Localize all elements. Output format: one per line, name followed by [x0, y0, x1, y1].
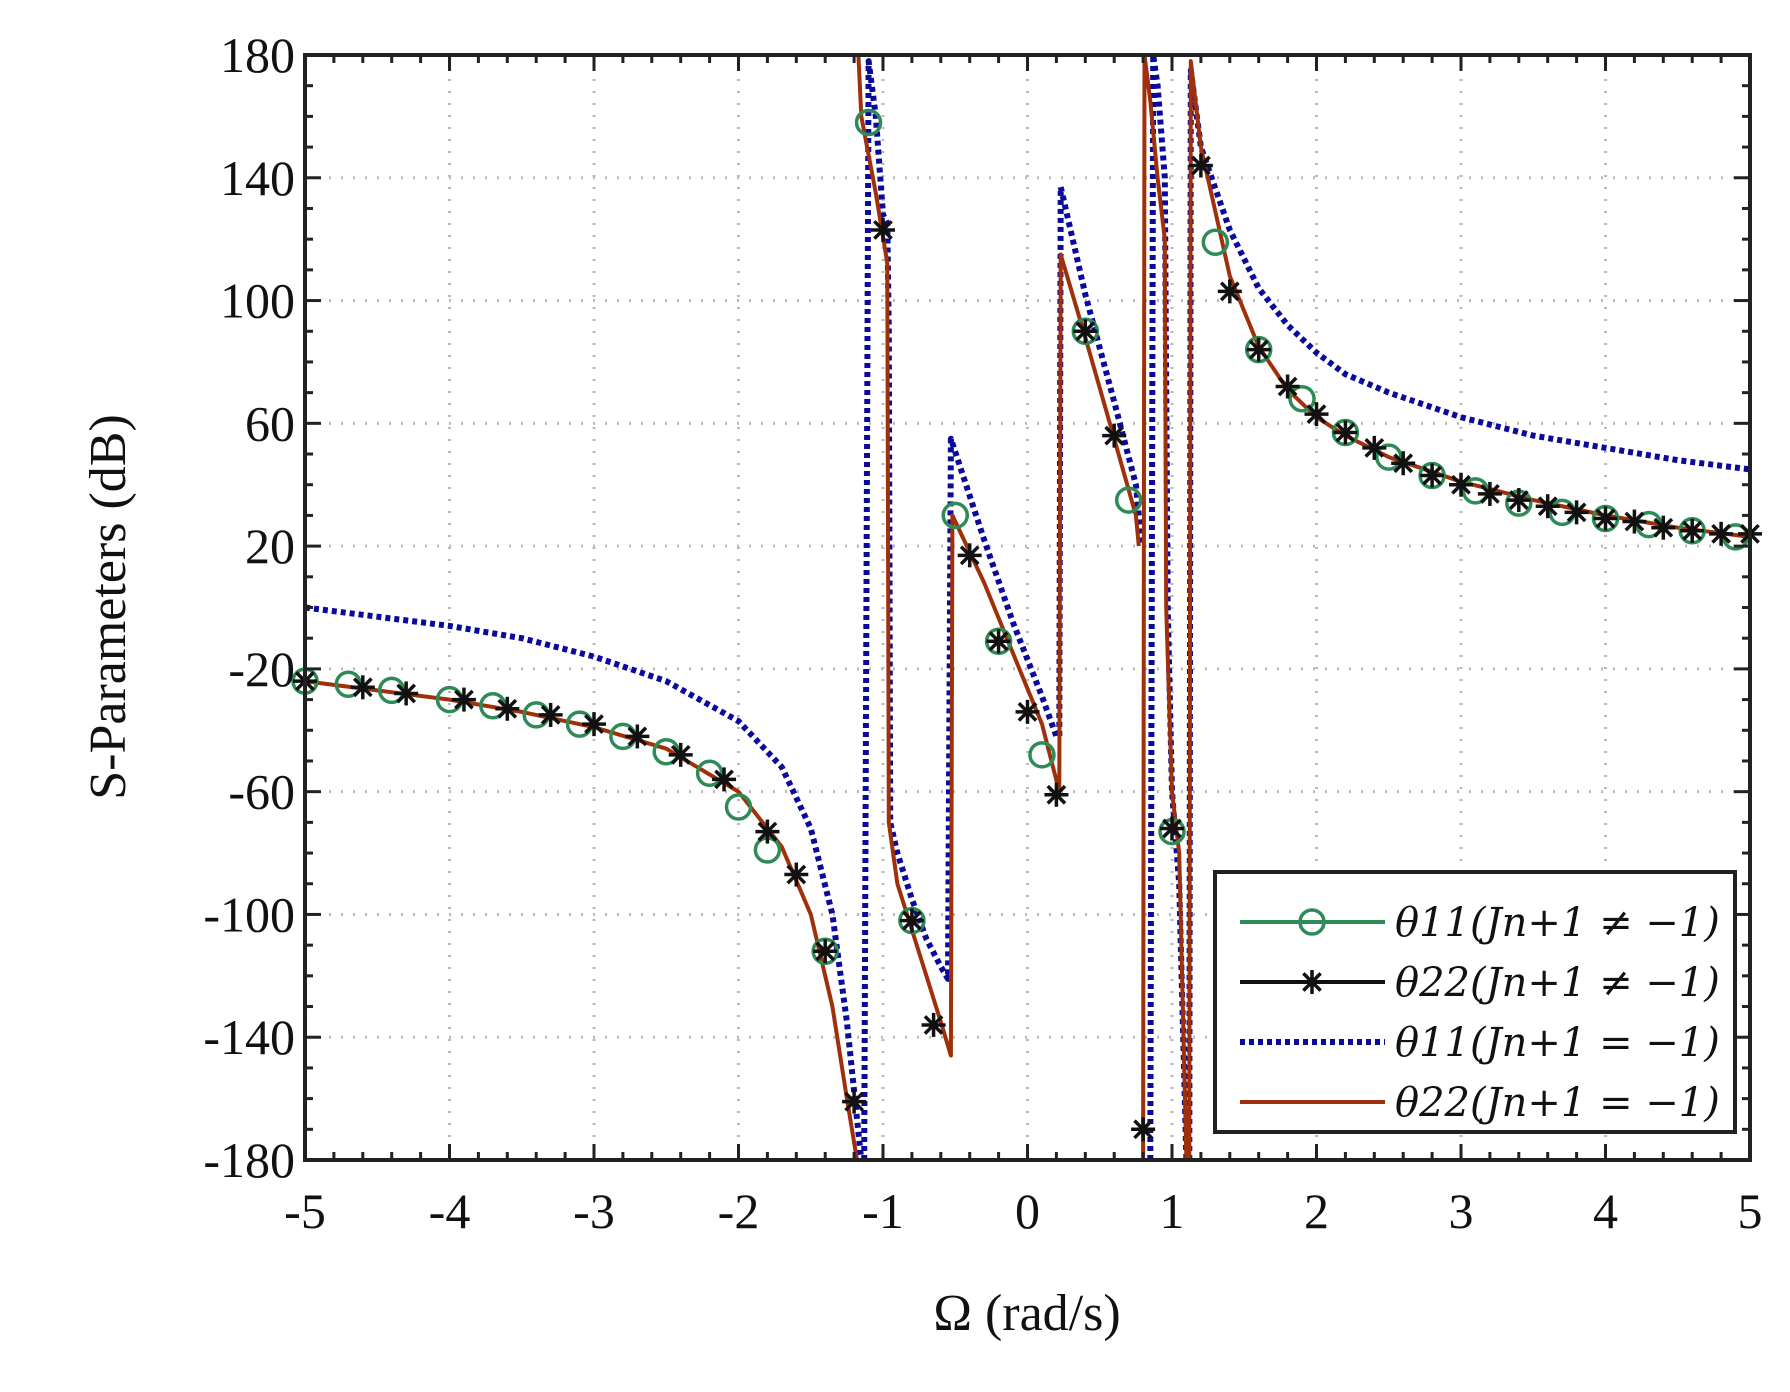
x-tick-label: -5 — [284, 1183, 326, 1239]
data-point-star — [1102, 423, 1127, 448]
data-point-star — [1362, 435, 1387, 460]
series-layer — [291, 55, 1762, 1160]
legend-entry-4: θ22(Jn+1 = −1) — [1240, 1080, 1720, 1126]
y-tick-label: 20 — [245, 518, 295, 574]
data-point-star — [1535, 494, 1560, 519]
y-tick-label: -100 — [203, 886, 295, 942]
x-tick-label: 5 — [1738, 1183, 1763, 1239]
data-point-star — [1449, 472, 1473, 497]
legend-label: θ22(Jn+1 = −1) — [1395, 1080, 1720, 1126]
x-tick-labels: -5 -4 -3 -2 -1 0 1 2 3 4 5 — [284, 1183, 1762, 1239]
data-point-star — [1564, 500, 1589, 525]
data-point-star — [625, 724, 650, 749]
x-tick-label: -2 — [718, 1183, 760, 1239]
data-point-star — [1420, 463, 1445, 488]
data-point-circle — [1201, 228, 1230, 256]
data-point-star — [668, 742, 693, 767]
data-point-star — [1044, 782, 1069, 807]
data-point-circle — [854, 108, 883, 137]
data-point-star — [813, 939, 838, 964]
data-point-star — [1333, 420, 1358, 445]
x-tick-label: 3 — [1449, 1183, 1474, 1239]
x-tick-label: -3 — [573, 1183, 615, 1239]
y-axis-title: S-Parameters (dB) — [80, 414, 137, 800]
ticks — [303, 53, 1752, 1162]
series-line — [305, 55, 1750, 1160]
data-point-star — [1275, 374, 1300, 399]
data-point-star — [957, 543, 982, 568]
data-point-star — [495, 696, 520, 721]
y-tick-label: -60 — [228, 764, 295, 820]
data-point-star — [1246, 337, 1271, 362]
data-point-circle — [724, 793, 753, 821]
x-tick-label: 1 — [1160, 1183, 1185, 1239]
data-point-star — [1131, 1117, 1156, 1142]
data-point-star — [394, 681, 419, 706]
data-point-star — [712, 767, 737, 792]
data-point-circle — [1298, 908, 1326, 936]
data-point-circle — [1288, 385, 1316, 413]
data-point-star — [1304, 402, 1329, 427]
data-point-star — [538, 702, 563, 727]
data-point-star — [1300, 970, 1324, 994]
data-point-star — [1015, 699, 1040, 724]
data-point-circle — [1114, 486, 1143, 514]
data-point-star — [1709, 521, 1734, 546]
legend: θ11(Jn+1 ≠ −1) θ22(Jn+1 ≠ −1) θ11(Jn+1 = −… — [1213, 870, 1737, 1134]
data-point-star — [899, 908, 924, 933]
x-tick-label: -4 — [429, 1183, 471, 1239]
data-point-circle — [695, 759, 724, 787]
y-tick-label: 60 — [245, 395, 295, 451]
data-point-star — [1680, 518, 1705, 543]
data-point-circle — [1028, 741, 1056, 769]
data-point-star — [1477, 481, 1502, 506]
series-3 — [305, 55, 1750, 1160]
legend-entry-3: θ11(Jn+1 = −1) — [1240, 1020, 1720, 1066]
data-point-star — [350, 675, 375, 700]
data-point-star — [871, 217, 895, 242]
data-point-star — [784, 862, 809, 887]
x-tick-label: 2 — [1304, 1183, 1329, 1239]
data-point-star — [921, 1012, 946, 1037]
data-point-star — [986, 629, 1011, 654]
data-point-star — [1160, 816, 1184, 841]
y-tick-label: -20 — [228, 641, 295, 697]
series-line — [305, 55, 1750, 1160]
data-point-star — [1073, 319, 1098, 344]
y-tick-label: 100 — [220, 273, 295, 329]
data-point-circle — [1375, 443, 1403, 471]
data-point-star — [1651, 515, 1676, 540]
y-tick-label: -180 — [203, 1132, 295, 1188]
data-point-star — [842, 1089, 867, 1114]
x-axis-title: Ω (rad/s) — [933, 1285, 1120, 1342]
x-tick-label: 0 — [1015, 1183, 1040, 1239]
y-tick-label: 140 — [220, 150, 295, 206]
series-markers-2 — [293, 153, 1762, 1142]
y-tick-label: 180 — [220, 27, 295, 83]
legend-label: θ11(Jn+1 ≠ −1) — [1395, 900, 1720, 946]
data-point-circle — [941, 501, 969, 530]
series-4 — [305, 55, 1750, 1160]
data-point-star — [451, 687, 476, 712]
data-point-star — [1622, 509, 1647, 534]
x-tick-label: -1 — [862, 1183, 904, 1239]
y-tick-labels: -180 -140 -100 -60 -20 20 60 100 140 180 — [203, 27, 295, 1188]
legend-label: θ11(Jn+1 = −1) — [1395, 1020, 1720, 1066]
x-tick-label: 4 — [1593, 1183, 1618, 1239]
data-point-star — [1188, 153, 1213, 178]
y-tick-label: -140 — [203, 1009, 295, 1065]
data-point-star — [1391, 451, 1416, 476]
data-point-star — [1217, 279, 1242, 304]
data-point-star — [582, 712, 606, 737]
grid — [305, 55, 1750, 1160]
legend-entry-2: θ22(Jn+1 ≠ −1) — [1240, 960, 1720, 1006]
data-point-star — [755, 819, 780, 844]
legend-entry-1: θ11(Jn+1 ≠ −1) — [1240, 900, 1720, 946]
data-point-star — [1593, 506, 1618, 531]
legend-label: θ22(Jn+1 ≠ −1) — [1395, 960, 1720, 1006]
data-point-star — [1506, 488, 1531, 513]
